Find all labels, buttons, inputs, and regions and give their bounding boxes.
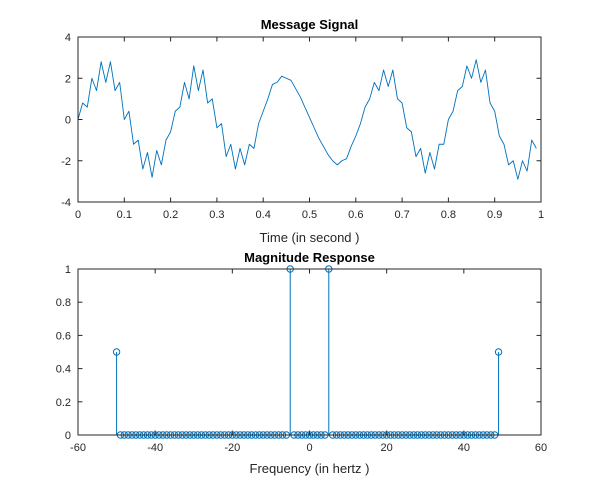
x-tick-label: 0.4 [256, 209, 271, 221]
x-tick-label: -20 [224, 442, 240, 454]
x-tick-label: 40 [458, 442, 470, 454]
y-tick-label: 0.8 [56, 297, 71, 309]
message-signal-tick-labels: 0 0.1 0.2 0.3 0.4 0.5 0.6 0.7 0.8 0.9 1 -4 -2 0 2 4 [61, 32, 544, 221]
message-signal-line [77, 59, 537, 180]
x-tick-label: 0 [75, 209, 81, 221]
x-tick-label: 20 [381, 442, 393, 454]
message-signal-xlabel: Time (in second ) [260, 230, 360, 245]
y-tick-label: 0.2 [56, 397, 71, 409]
y-tick-label: -2 [61, 156, 71, 168]
y-tick-label: -4 [61, 197, 71, 209]
message-signal-plot-area [78, 37, 541, 202]
x-tick-label: 0.5 [302, 209, 317, 221]
y-tick-label: 0.4 [56, 364, 71, 376]
x-tick-label: 0.6 [348, 209, 363, 221]
magnitude-response-axes-box [77, 268, 542, 436]
magnitude-response-title: Magnitude Response [244, 250, 375, 265]
x-tick-label: 0.9 [487, 209, 502, 221]
magnitude-response-axes: -60 -40 -20 0 20 40 60 0 0.2 0.4 0.6 0.8 1 Magnitude… [56, 250, 547, 476]
x-tick-label: 1 [538, 209, 544, 221]
stem-marker [494, 348, 503, 356]
y-tick-label: 0 [65, 115, 71, 127]
x-tick-label: 0.8 [441, 209, 456, 221]
x-tick-label: 0 [306, 442, 312, 454]
y-tick-label: 2 [65, 73, 71, 85]
x-tick-label: -60 [70, 442, 86, 454]
x-tick-label: 0.1 [117, 209, 132, 221]
y-tick-label: 0.6 [56, 330, 71, 342]
y-tick-label: 0 [65, 430, 71, 442]
x-tick-label: 0.7 [394, 209, 409, 221]
message-signal-axes: 0 0.1 0.2 0.3 0.4 0.5 0.6 0.7 0.8 0.9 1 -4 -2 0 2 4 Mes… [61, 17, 544, 245]
message-signal-axes-box [77, 36, 542, 203]
x-tick-label: 60 [535, 442, 547, 454]
magnitude-response-tick-labels: -60 -40 -20 0 20 40 60 0 0.2 0.4 0.6 0.8 1 [56, 264, 547, 454]
y-tick-label: 1 [65, 264, 71, 276]
x-tick-label: 0.2 [163, 209, 178, 221]
y-tick-label: 4 [65, 32, 71, 44]
stem-marker [112, 348, 121, 356]
message-signal-series [77, 59, 537, 180]
magnitude-response-plot-area [78, 269, 541, 435]
x-tick-label: 0.3 [209, 209, 224, 221]
message-signal-title: Message Signal [261, 17, 359, 32]
magnitude-response-xlabel: Frequency (in hertz ) [250, 461, 370, 476]
x-tick-label: -40 [147, 442, 163, 454]
